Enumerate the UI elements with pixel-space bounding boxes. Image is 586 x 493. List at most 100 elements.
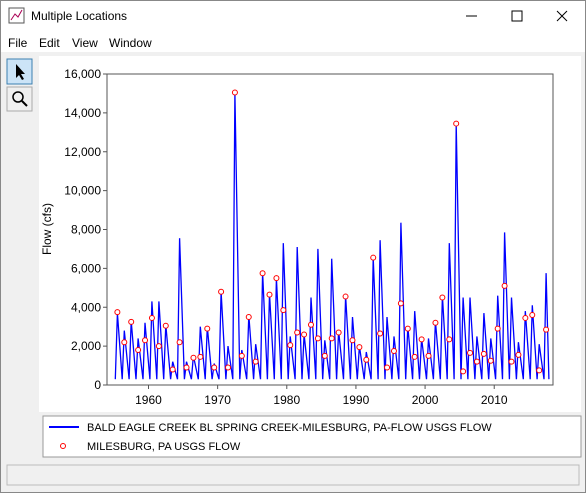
peak-marker [390,347,397,354]
menu-item[interactable]: View [72,36,98,50]
peak-marker [121,339,128,346]
peak-marker [280,307,287,314]
peak-marker [197,353,204,360]
peak-marker [543,326,550,333]
peak-marker [377,330,384,337]
peak-marker [114,309,121,316]
menu-bar: File Edit View Window [1,32,585,52]
pointer-icon [16,64,25,80]
x-tick-label: 2010 [481,393,508,407]
peak-marker [259,270,266,277]
zoom-tool[interactable] [6,86,33,112]
close-button[interactable] [556,10,568,22]
peak-marker [252,358,259,365]
peak-marker [301,331,308,338]
peak-marker [384,364,391,371]
y-tick-label: 0 [94,378,101,392]
legend-label: MILESBURG, PA USGS FLOW [87,441,241,453]
x-tick-label: 1990 [343,393,370,407]
legend [42,415,582,458]
menu-item[interactable]: Edit [39,36,60,50]
app-icon-line [10,9,23,21]
peak-marker [307,321,314,328]
y-tick-label: 4,000 [71,300,101,314]
peak-marker [245,313,252,320]
menu-item[interactable]: Window [109,36,152,50]
title-bar: Multiple Locations [1,1,585,32]
peak-marker [467,349,474,356]
y-axis-label: Flow (cfs) [40,203,54,255]
peak-marker [162,322,169,329]
status-bar [6,464,580,486]
peak-marker [536,367,543,374]
peak-marker [204,325,211,332]
pointer-tool[interactable] [6,58,33,85]
peak-marker [169,366,176,373]
peak-marker [425,352,432,359]
peak-marker [135,347,142,354]
x-tick-label: 1960 [135,393,162,407]
peak-marker [356,344,363,351]
peak-marker [211,364,218,371]
peak-marker [487,357,494,364]
x-tick-label: 1980 [273,393,300,407]
peak-marker [480,350,487,357]
y-tick-label: 2,000 [71,339,101,353]
y-tick-label: 10,000 [64,184,101,198]
peak-marker [494,325,501,332]
peak-marker [363,356,370,363]
peak-marker [418,336,425,343]
peak-marker [522,314,529,321]
title-bar-icons [8,7,568,24]
y-tick-label: 16,000 [64,67,101,81]
legend-swatch [60,443,66,449]
y-tick-label: 6,000 [71,261,101,275]
menu-item[interactable]: File [8,36,28,50]
peak-marker [439,294,446,301]
peak-marker [266,291,273,298]
y-tick-label: 12,000 [64,145,101,159]
peak-marker [349,337,356,344]
peak-marker [273,275,280,282]
peak-marker [404,325,411,332]
peak-marker [501,282,508,289]
peak-marker [294,329,301,336]
chart-panel [39,56,581,412]
peak-marker [218,288,225,295]
peak-marker [529,312,536,319]
peak-marker [342,293,349,300]
plot-frame [106,73,554,386]
y-tick-label: 14,000 [64,106,101,120]
peak-marker [370,254,377,261]
peak-marker [335,329,342,336]
peak-marker [148,314,155,321]
peak-marker [238,352,245,359]
peak-marker [453,120,460,127]
peak-marker [176,339,183,346]
peak-marker [183,364,190,371]
zoom-icon [12,91,24,103]
flow-line [114,92,550,380]
peak-marker [225,364,232,371]
x-tick-label: 1970 [204,393,231,407]
peak-marker [287,342,294,349]
y-tick-label: 8,000 [71,223,101,237]
peak-marker [446,336,453,343]
peak-marker [190,354,197,361]
peak-marker [314,335,321,342]
peak-marker [515,351,522,358]
zoom-icon-handle [21,100,28,107]
peak-marker [142,337,149,344]
maximize-button[interactable] [511,10,523,22]
peak-marker [432,319,439,326]
legend-label: BALD EAGLE CREEK BL SPRING CREEK-MILESBU… [87,422,492,434]
peak-marker [411,353,418,360]
peak-marker [321,352,328,359]
peak-marker [460,368,467,375]
peak-marker [231,89,238,96]
window-title: Multiple Locations [31,9,128,23]
peak-marker [473,358,480,365]
peak-marker [508,358,515,365]
